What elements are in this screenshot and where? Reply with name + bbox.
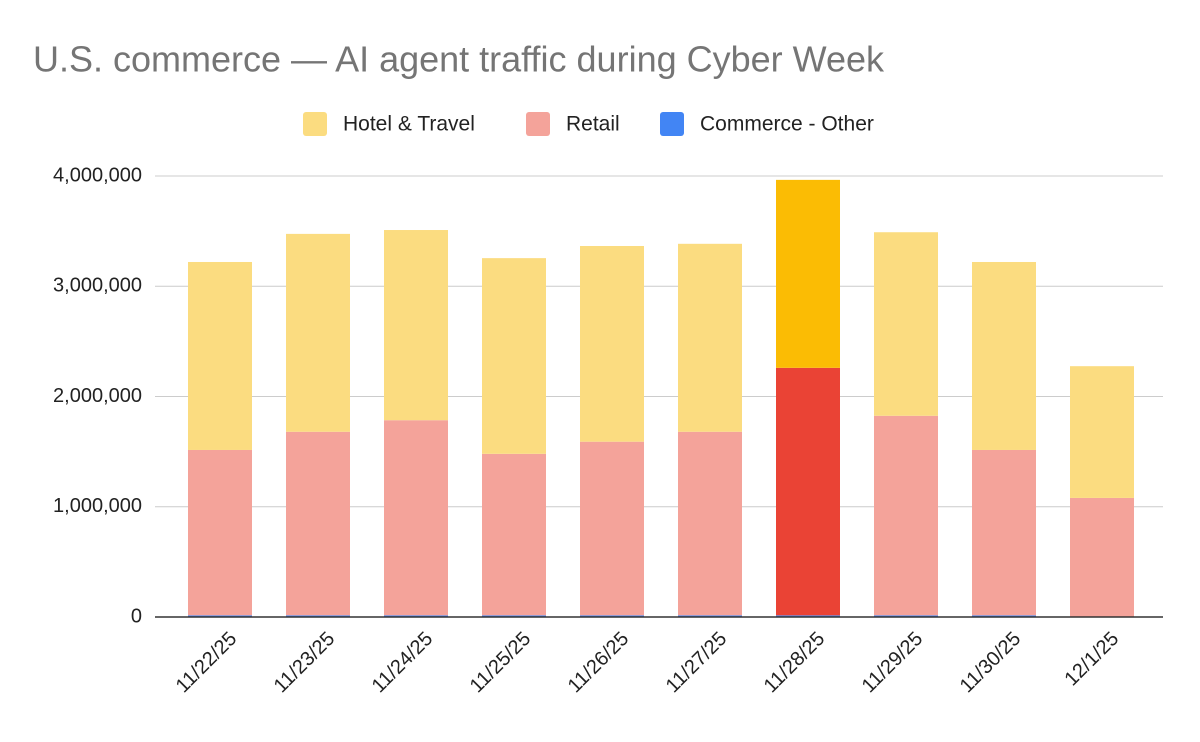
bar-segment bbox=[874, 415, 938, 616]
x-tick-label: 11/27/25 bbox=[662, 628, 732, 698]
bar-segment bbox=[188, 615, 252, 617]
bar-segment bbox=[580, 246, 644, 442]
chart-title: U.S. commerce — AI agent traffic during … bbox=[33, 39, 885, 80]
bar-segment bbox=[874, 615, 938, 617]
x-tick-label: 11/30/25 bbox=[956, 628, 1026, 698]
legend-swatch bbox=[660, 112, 684, 136]
bar-segment bbox=[776, 615, 840, 617]
bar-segment bbox=[286, 431, 350, 616]
bar-segment bbox=[972, 615, 1036, 617]
bar-segment bbox=[384, 420, 448, 616]
bar-segment bbox=[1070, 366, 1134, 498]
y-tick-label: 4,000,000 bbox=[53, 164, 142, 186]
bar-segment bbox=[1070, 497, 1134, 617]
x-tick-label: 11/24/25 bbox=[368, 628, 438, 698]
bar-segment bbox=[678, 615, 742, 617]
y-tick-label: 3,000,000 bbox=[53, 275, 142, 297]
bar-segment bbox=[580, 441, 644, 616]
x-tick-label: 11/29/25 bbox=[858, 628, 928, 698]
bar-segment bbox=[286, 615, 350, 617]
y-tick-label: 2,000,000 bbox=[53, 385, 142, 407]
y-tick-label: 0 bbox=[131, 605, 142, 627]
bar-segment bbox=[678, 243, 742, 432]
bar-segment bbox=[776, 367, 840, 616]
bar-segment bbox=[384, 615, 448, 617]
legend-label: Commerce - Other bbox=[700, 113, 874, 136]
bar-segment bbox=[580, 615, 644, 617]
bar-segment bbox=[188, 261, 252, 450]
bar-segment bbox=[482, 615, 546, 617]
legend-swatch bbox=[303, 112, 327, 136]
bar-segment bbox=[286, 233, 350, 432]
x-tick-label: 11/25/25 bbox=[466, 628, 536, 698]
legend-label: Retail bbox=[566, 113, 620, 136]
bar-segment bbox=[188, 449, 252, 616]
x-tick-label: 11/28/25 bbox=[760, 628, 830, 698]
x-tick-label: 11/23/25 bbox=[270, 628, 340, 698]
x-tick-label: 11/22/25 bbox=[172, 628, 242, 698]
bar-segment bbox=[482, 453, 546, 616]
legend-swatch bbox=[526, 112, 550, 136]
legend-label: Hotel & Travel bbox=[343, 113, 475, 136]
x-tick-label: 11/26/25 bbox=[564, 628, 634, 698]
bar-segment bbox=[384, 230, 448, 421]
bar-segment bbox=[972, 449, 1036, 616]
bar-segment bbox=[776, 179, 840, 368]
bar-segment bbox=[874, 232, 938, 416]
bar-segment bbox=[482, 258, 546, 454]
bar-segment bbox=[678, 431, 742, 616]
bar-segment bbox=[972, 261, 1036, 450]
y-tick-label: 1,000,000 bbox=[53, 495, 142, 517]
x-tick-label: 12/1/25 bbox=[1061, 628, 1124, 691]
